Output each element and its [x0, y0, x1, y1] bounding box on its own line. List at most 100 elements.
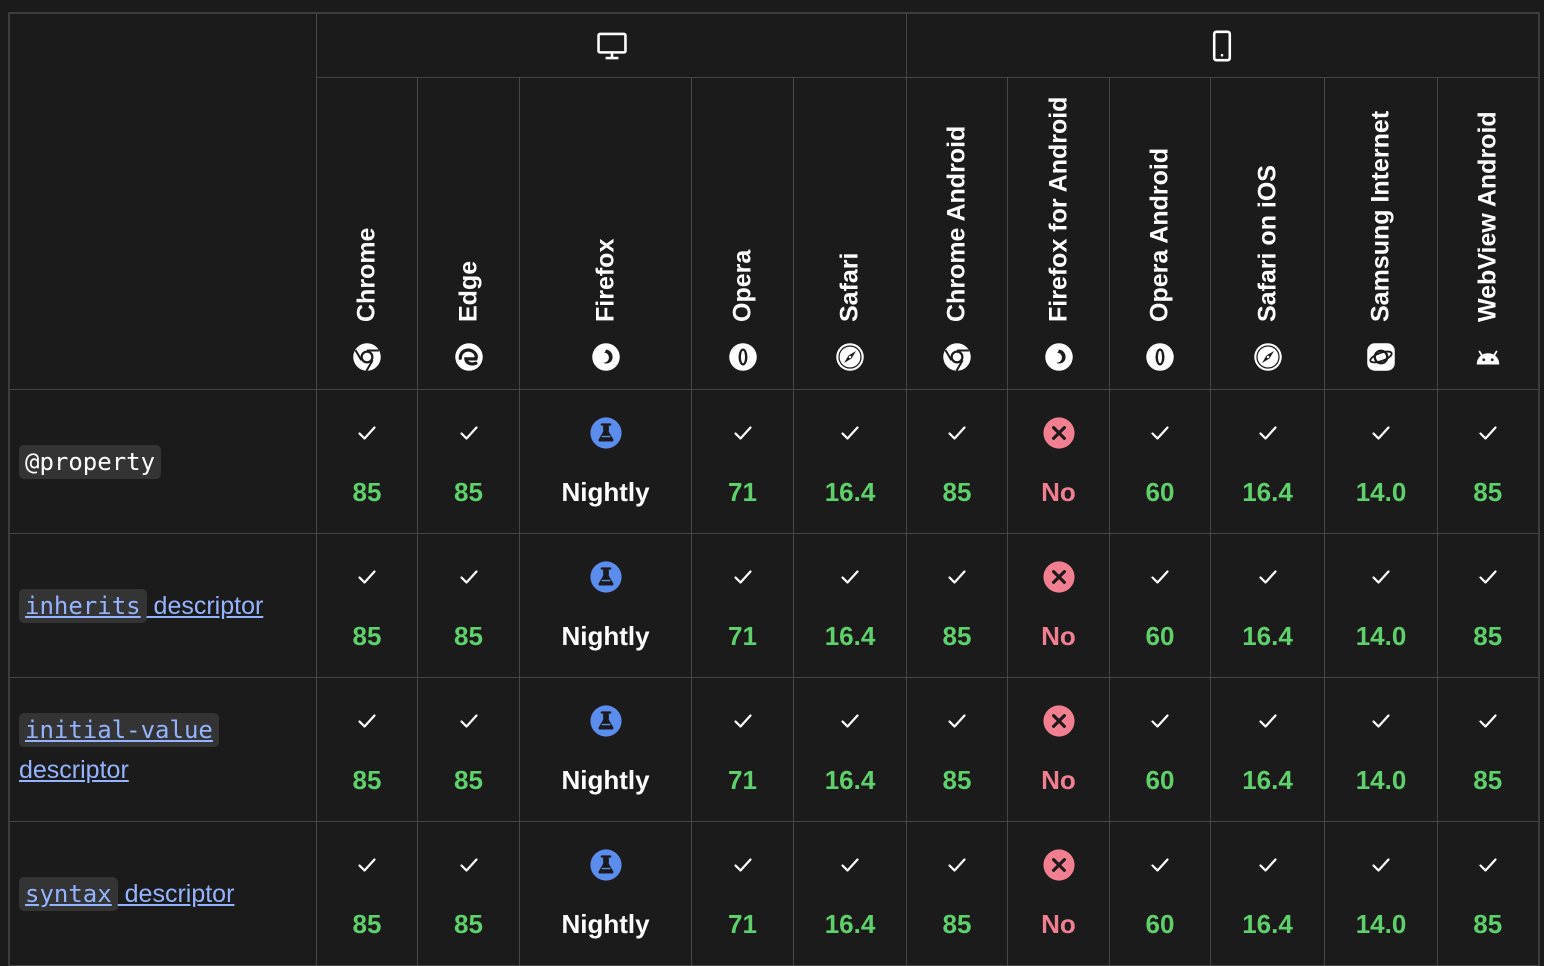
support-cell-samsung-internet[interactable]: 14.0 — [1324, 677, 1438, 822]
version-label: 71 — [728, 909, 757, 939]
support-cell-safari[interactable]: 16.4 — [793, 389, 907, 534]
support-cell-opera-android[interactable]: 60 — [1109, 677, 1211, 822]
feature-code[interactable]: syntax — [19, 876, 118, 911]
support-cell-chrome-android[interactable]: 85 — [906, 533, 1008, 678]
feature-code[interactable]: initial-value — [19, 712, 219, 747]
browser-header-chrome: Chrome — [316, 77, 418, 390]
support-cell-opera-android[interactable]: 60 — [1109, 821, 1211, 966]
support-cell-chrome[interactable]: 85 — [316, 533, 418, 678]
browser-header-chrome-android: Chrome Android — [906, 77, 1008, 390]
support-cell-opera[interactable]: 71 — [691, 821, 794, 966]
support-cell-firefox[interactable]: Nightly — [519, 677, 692, 822]
version-label: 16.4 — [1242, 621, 1293, 651]
feature-link[interactable]: inherits descriptor — [19, 588, 264, 623]
flask-icon — [520, 848, 691, 882]
check-icon — [794, 704, 906, 738]
browser-header-safari: Safari — [793, 77, 907, 390]
support-cell-edge[interactable]: 85 — [417, 533, 520, 678]
check-icon — [692, 560, 793, 594]
browser-compat-table: Chrome Edge Firefox Opera Safari Chrome Andro… — [8, 12, 1540, 966]
support-cell-firefox-for-android[interactable]: No — [1007, 821, 1110, 966]
browser-name: Chrome — [352, 227, 381, 322]
version-label: 85 — [454, 477, 483, 507]
support-cell-safari-on-ios[interactable]: 16.4 — [1210, 821, 1325, 966]
check-icon — [317, 560, 417, 594]
version-label: 16.4 — [1242, 909, 1293, 939]
feature-text[interactable]: descriptor — [146, 591, 264, 620]
feature-name-cell: initial-value descriptor — [8, 677, 317, 822]
support-cell-safari[interactable]: 16.4 — [793, 821, 907, 966]
support-cell-safari[interactable]: 16.4 — [793, 677, 907, 822]
x-circle-icon — [1008, 416, 1109, 450]
browser-name: Safari — [835, 252, 864, 322]
flask-icon — [520, 704, 691, 738]
support-cell-chrome-android[interactable]: 85 — [906, 389, 1008, 534]
support-cell-firefox-for-android[interactable]: No — [1007, 533, 1110, 678]
check-icon — [1110, 848, 1210, 882]
version-label: 60 — [1145, 477, 1175, 507]
version-label: 85 — [454, 621, 483, 651]
support-cell-chrome[interactable]: 85 — [316, 389, 418, 534]
support-cell-chrome[interactable]: 85 — [316, 677, 418, 822]
support-cell-firefox[interactable]: Nightly — [519, 389, 692, 534]
feature-code: @property — [19, 444, 162, 479]
feature-code[interactable]: inherits — [19, 588, 147, 623]
browser-header-opera-android: Opera Android — [1109, 77, 1211, 390]
support-cell-edge[interactable]: 85 — [417, 821, 520, 966]
browser-header-samsung-internet: Samsung Internet — [1324, 77, 1438, 390]
support-cell-webview-android[interactable]: 85 — [1437, 821, 1539, 966]
check-icon — [1438, 416, 1538, 450]
x-circle-icon — [1008, 560, 1109, 594]
support-cell-samsung-internet[interactable]: 14.0 — [1324, 533, 1438, 678]
support-cell-firefox[interactable]: Nightly — [519, 533, 692, 678]
support-cell-opera[interactable]: 71 — [691, 677, 794, 822]
check-icon — [1325, 704, 1437, 738]
version-label: 85 — [352, 621, 382, 651]
support-cell-firefox-for-android[interactable]: No — [1007, 677, 1110, 822]
feature-link[interactable]: syntax descriptor — [19, 876, 235, 911]
support-cell-chrome-android[interactable]: 85 — [906, 821, 1008, 966]
support-cell-edge[interactable]: 85 — [417, 677, 520, 822]
version-label: 85 — [942, 477, 972, 507]
support-cell-firefox[interactable]: Nightly — [519, 821, 692, 966]
feature-text[interactable]: descriptor — [117, 879, 235, 908]
support-cell-chrome-android[interactable]: 85 — [906, 677, 1008, 822]
platform-mobile — [906, 12, 1539, 78]
version-label: 16.4 — [824, 621, 876, 651]
support-cell-opera[interactable]: 71 — [691, 389, 794, 534]
support-cell-opera[interactable]: 71 — [691, 533, 794, 678]
version-label: 85 — [352, 765, 382, 795]
support-cell-safari-on-ios[interactable]: 16.4 — [1210, 533, 1325, 678]
support-cell-chrome[interactable]: 85 — [316, 821, 418, 966]
check-icon — [1325, 416, 1437, 450]
version-label: Nightly — [561, 909, 650, 939]
check-icon — [794, 416, 906, 450]
support-cell-opera-android[interactable]: 60 — [1109, 533, 1211, 678]
firefox-icon — [591, 342, 621, 372]
feature-name-cell: inherits descriptor — [8, 533, 317, 678]
support-cell-edge[interactable]: 85 — [417, 389, 520, 534]
version-label: 85 — [1473, 765, 1503, 795]
support-cell-opera-android[interactable]: 60 — [1109, 389, 1211, 534]
support-cell-safari-on-ios[interactable]: 16.4 — [1210, 389, 1325, 534]
support-cell-safari-on-ios[interactable]: 16.4 — [1210, 677, 1325, 822]
support-cell-safari[interactable]: 16.4 — [793, 533, 907, 678]
check-icon — [1211, 560, 1324, 594]
check-icon — [692, 848, 793, 882]
version-label: 85 — [352, 909, 382, 939]
flask-icon — [520, 416, 691, 450]
version-label: 85 — [942, 765, 972, 795]
support-cell-webview-android[interactable]: 85 — [1437, 389, 1539, 534]
feature-link[interactable]: initial-value descriptor — [19, 712, 219, 784]
check-icon — [317, 416, 417, 450]
feature-text[interactable]: descriptor — [19, 755, 129, 784]
version-label: 85 — [942, 621, 972, 651]
support-cell-samsung-internet[interactable]: 14.0 — [1324, 389, 1438, 534]
firefox-icon — [1044, 342, 1074, 372]
support-cell-firefox-for-android[interactable]: No — [1007, 389, 1110, 534]
support-cell-samsung-internet[interactable]: 14.0 — [1324, 821, 1438, 966]
support-cell-webview-android[interactable]: 85 — [1437, 677, 1539, 822]
browser-header-edge: Edge — [417, 77, 520, 390]
support-cell-webview-android[interactable]: 85 — [1437, 533, 1539, 678]
check-icon — [692, 704, 793, 738]
